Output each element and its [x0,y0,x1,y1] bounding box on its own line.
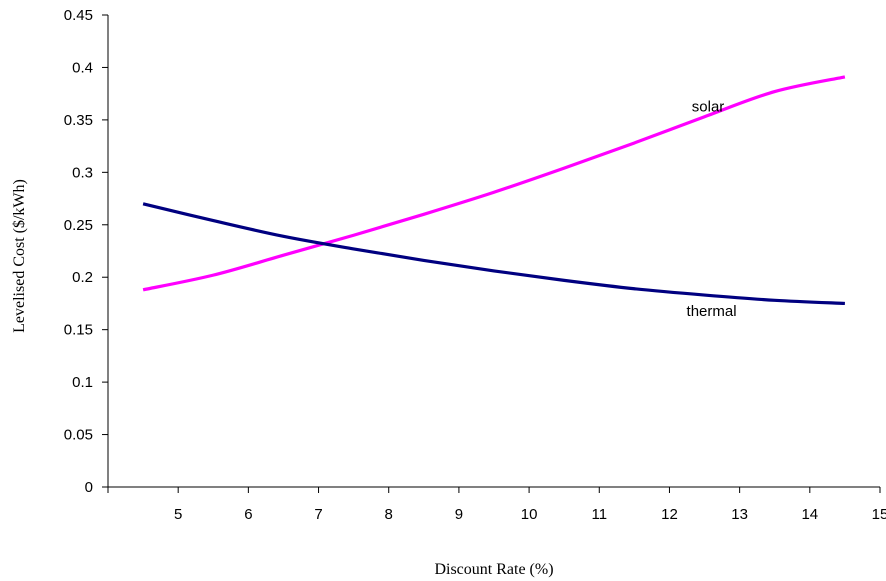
y-tick-label: 0.05 [64,427,93,444]
x-axis-ticks: 5 6 7 8 9 10 11 12 13 14 15 [107,487,886,523]
x-tick-label: 12 [661,506,678,523]
y-axis-title: Levelised Cost ($/kWh) [11,179,28,333]
x-tick-label: 15 [872,506,886,523]
y-tick-label: 0.1 [72,374,93,391]
y-tick-label: 0.45 [64,7,93,24]
series-label-solar: solar [692,99,725,116]
x-tick-label: 10 [521,506,538,523]
y-tick-label: 0.4 [72,59,93,76]
series-line-thermal [142,202,845,306]
series-lines [142,75,846,306]
x-tick-label: 6 [244,506,252,523]
x-tick-label: 8 [385,506,393,523]
x-tick-label: 5 [174,506,182,523]
x-tick-label: 11 [591,506,607,523]
axes [107,15,880,488]
x-axis-title: Discount Rate (%) [434,561,553,578]
y-tick-label: 0.2 [72,269,93,286]
series-labels: solar thermal [687,99,737,320]
x-tick-label: 13 [731,506,748,523]
y-tick-label: 0.15 [64,322,93,339]
series-label-thermal: thermal [687,303,737,320]
x-tick-label: 9 [455,506,463,523]
y-tick-label: 0.3 [72,164,93,181]
y-axis-ticks: 0 0.05 0.1 0.15 0.2 0.25 0.3 0.35 0.4 0.45 [64,7,108,496]
x-tick-label: 14 [801,506,818,523]
y-tick-label: 0.35 [64,112,93,129]
y-tick-label: 0 [85,479,93,496]
y-tick-label: 0.25 [64,217,93,234]
series-line-solar [142,75,846,292]
x-tick-label: 7 [314,506,322,523]
